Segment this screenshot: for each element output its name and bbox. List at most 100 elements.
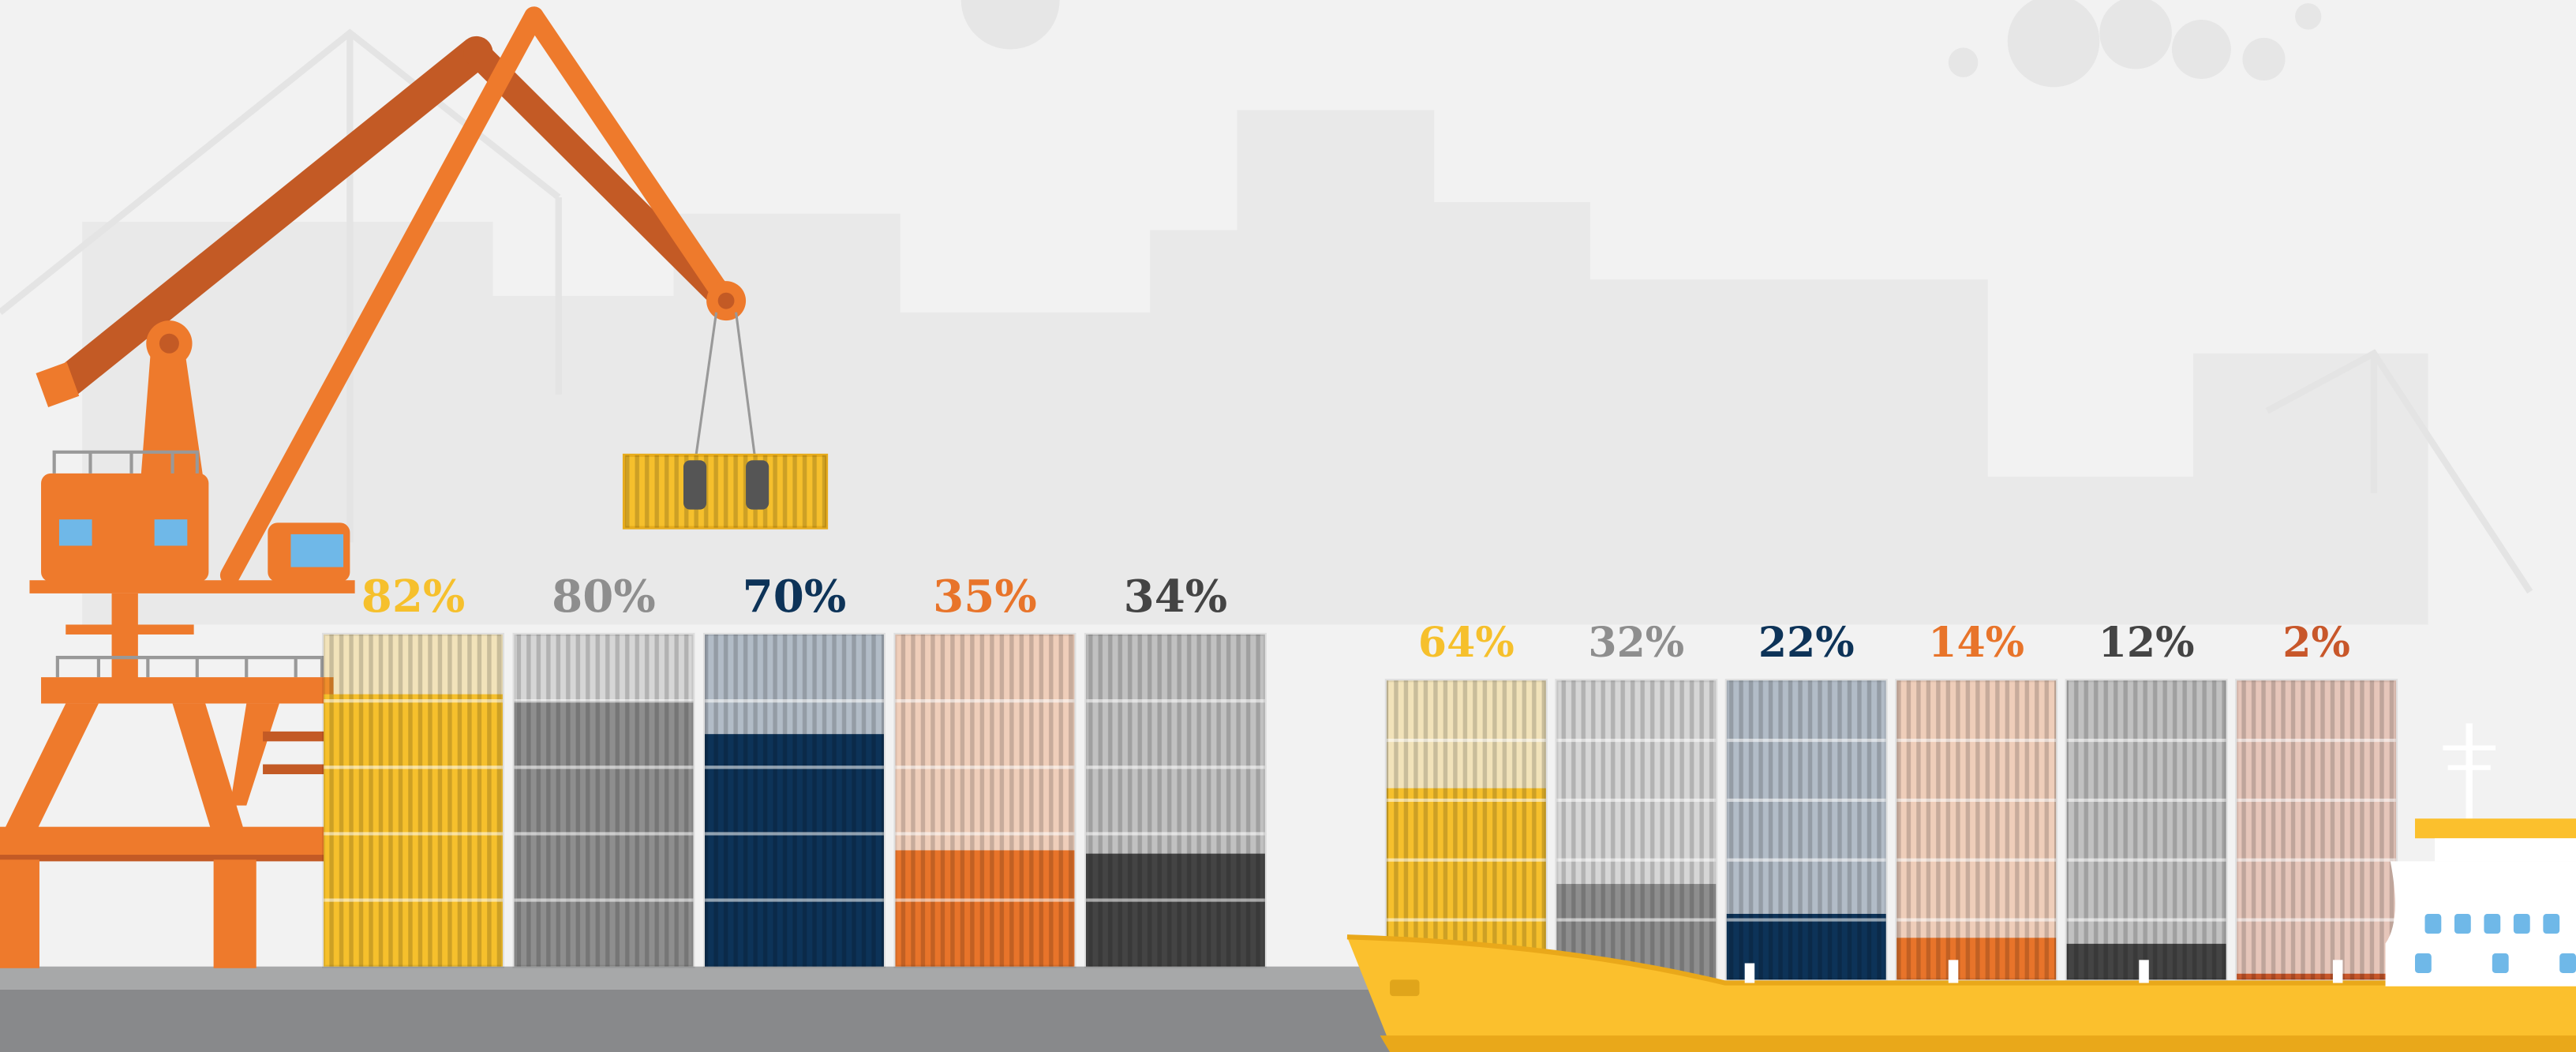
ship-part — [2385, 861, 2576, 986]
ship-part-part — [2415, 953, 2432, 974]
crane-part — [735, 312, 758, 464]
crane-part — [159, 333, 179, 354]
ship-part-part — [2139, 960, 2149, 983]
stack-group: 64% 32% 22% 14% 12% 2% — [1384, 619, 2398, 982]
crane-part — [0, 859, 39, 968]
crane — [0, 6, 829, 968]
container-outline — [893, 632, 1076, 968]
crane-part — [263, 731, 329, 742]
container-ribs — [514, 634, 694, 967]
crane-part — [111, 593, 138, 684]
crane-part — [213, 859, 256, 968]
crane-part — [524, 6, 736, 311]
crane-part — [172, 703, 247, 839]
crane-part — [624, 455, 827, 528]
ship — [1346, 723, 2576, 1052]
crane-part — [139, 345, 206, 493]
value-label: 32% — [1588, 619, 1684, 667]
container-ribs — [324, 634, 503, 967]
ground-part — [0, 966, 1413, 990]
crane-part — [66, 624, 194, 635]
ship-part — [2415, 818, 2576, 839]
background-part-part — [960, 0, 1060, 50]
value-label: 82% — [361, 571, 466, 623]
ship-part-part — [1744, 963, 1755, 983]
value-label: 34% — [1124, 571, 1228, 623]
ship-part-part — [2543, 914, 2560, 934]
crane-part — [154, 519, 188, 546]
ship-part-part — [2559, 953, 2576, 974]
background-part-part — [2295, 3, 2322, 30]
crane-part — [0, 855, 329, 862]
background-part — [960, 0, 2322, 88]
crane-part — [219, 6, 545, 586]
ground — [0, 966, 1413, 1052]
crane-part — [746, 460, 769, 510]
container-ribs — [2237, 680, 2397, 980]
container-outline — [1895, 679, 2058, 982]
crane-part — [58, 519, 92, 546]
ship-part — [1346, 937, 2576, 1052]
ground-part — [0, 989, 1413, 1052]
background-part-part — [0, 28, 562, 543]
value-label: 70% — [743, 571, 847, 623]
ship-part-part — [2513, 914, 2530, 934]
container-outline — [322, 632, 505, 968]
container-ribs — [2066, 680, 2226, 980]
background-part — [0, 28, 2533, 594]
container-ribs — [1896, 680, 2057, 980]
crane-part — [0, 703, 99, 839]
crane-part — [52, 450, 199, 474]
ship-part-part — [2332, 960, 2343, 983]
crane-part — [693, 312, 718, 464]
ship-part — [1744, 960, 2343, 983]
container-outline — [702, 632, 886, 968]
crane-part — [683, 460, 707, 510]
value-label: 14% — [1928, 619, 2024, 667]
background-part-part — [2171, 19, 2231, 79]
container-ribs — [705, 634, 884, 967]
crane-part — [49, 36, 493, 400]
value-label: 64% — [1418, 619, 1515, 667]
container-ribs — [1556, 680, 1717, 980]
container-outline — [512, 632, 695, 968]
ship-part — [2434, 838, 2576, 862]
background-part-part — [2007, 0, 2100, 88]
background-part-part — [2099, 0, 2172, 69]
container-outline — [1724, 679, 1888, 982]
crane-part — [290, 533, 344, 567]
ship-part — [1380, 1035, 2576, 1052]
container-stacks: 82% 80% 70% 35% 34% 64% 32% 22% 14% 12% 2% — [322, 571, 2398, 982]
crane-part — [36, 361, 80, 408]
ship-part — [1390, 979, 1420, 997]
container-ribs — [895, 634, 1075, 967]
ship-part-part — [2492, 953, 2509, 974]
container-ribs — [1085, 634, 1265, 967]
crane-part — [29, 580, 355, 593]
background-part-part — [1948, 47, 1979, 77]
stack-group: 82% 80% 70% 35% 34% — [322, 571, 1267, 968]
value-label: 22% — [1758, 619, 1855, 667]
value-label: 12% — [2099, 619, 2195, 667]
ship-part-part — [1948, 960, 1959, 983]
crane-part — [41, 473, 209, 582]
ship-part-part — [2424, 914, 2442, 934]
ship-part-part — [2454, 914, 2471, 934]
ship-part — [1346, 934, 2576, 986]
container-ribs — [1726, 680, 1886, 980]
value-label: 80% — [552, 571, 656, 623]
crane-part — [717, 292, 735, 309]
crane-part — [463, 39, 739, 314]
container-outline — [2235, 679, 2398, 982]
value-label: 35% — [933, 571, 1037, 623]
crane-part — [55, 656, 324, 678]
ship-part — [2415, 914, 2576, 974]
value-label: 2% — [2282, 619, 2350, 667]
container-outline — [1084, 632, 1267, 968]
crane-part — [0, 826, 329, 860]
background-part-part — [2242, 37, 2286, 81]
background-part-part — [2265, 349, 2533, 594]
crane-part — [263, 764, 329, 775]
container-ribs — [1386, 680, 1546, 980]
